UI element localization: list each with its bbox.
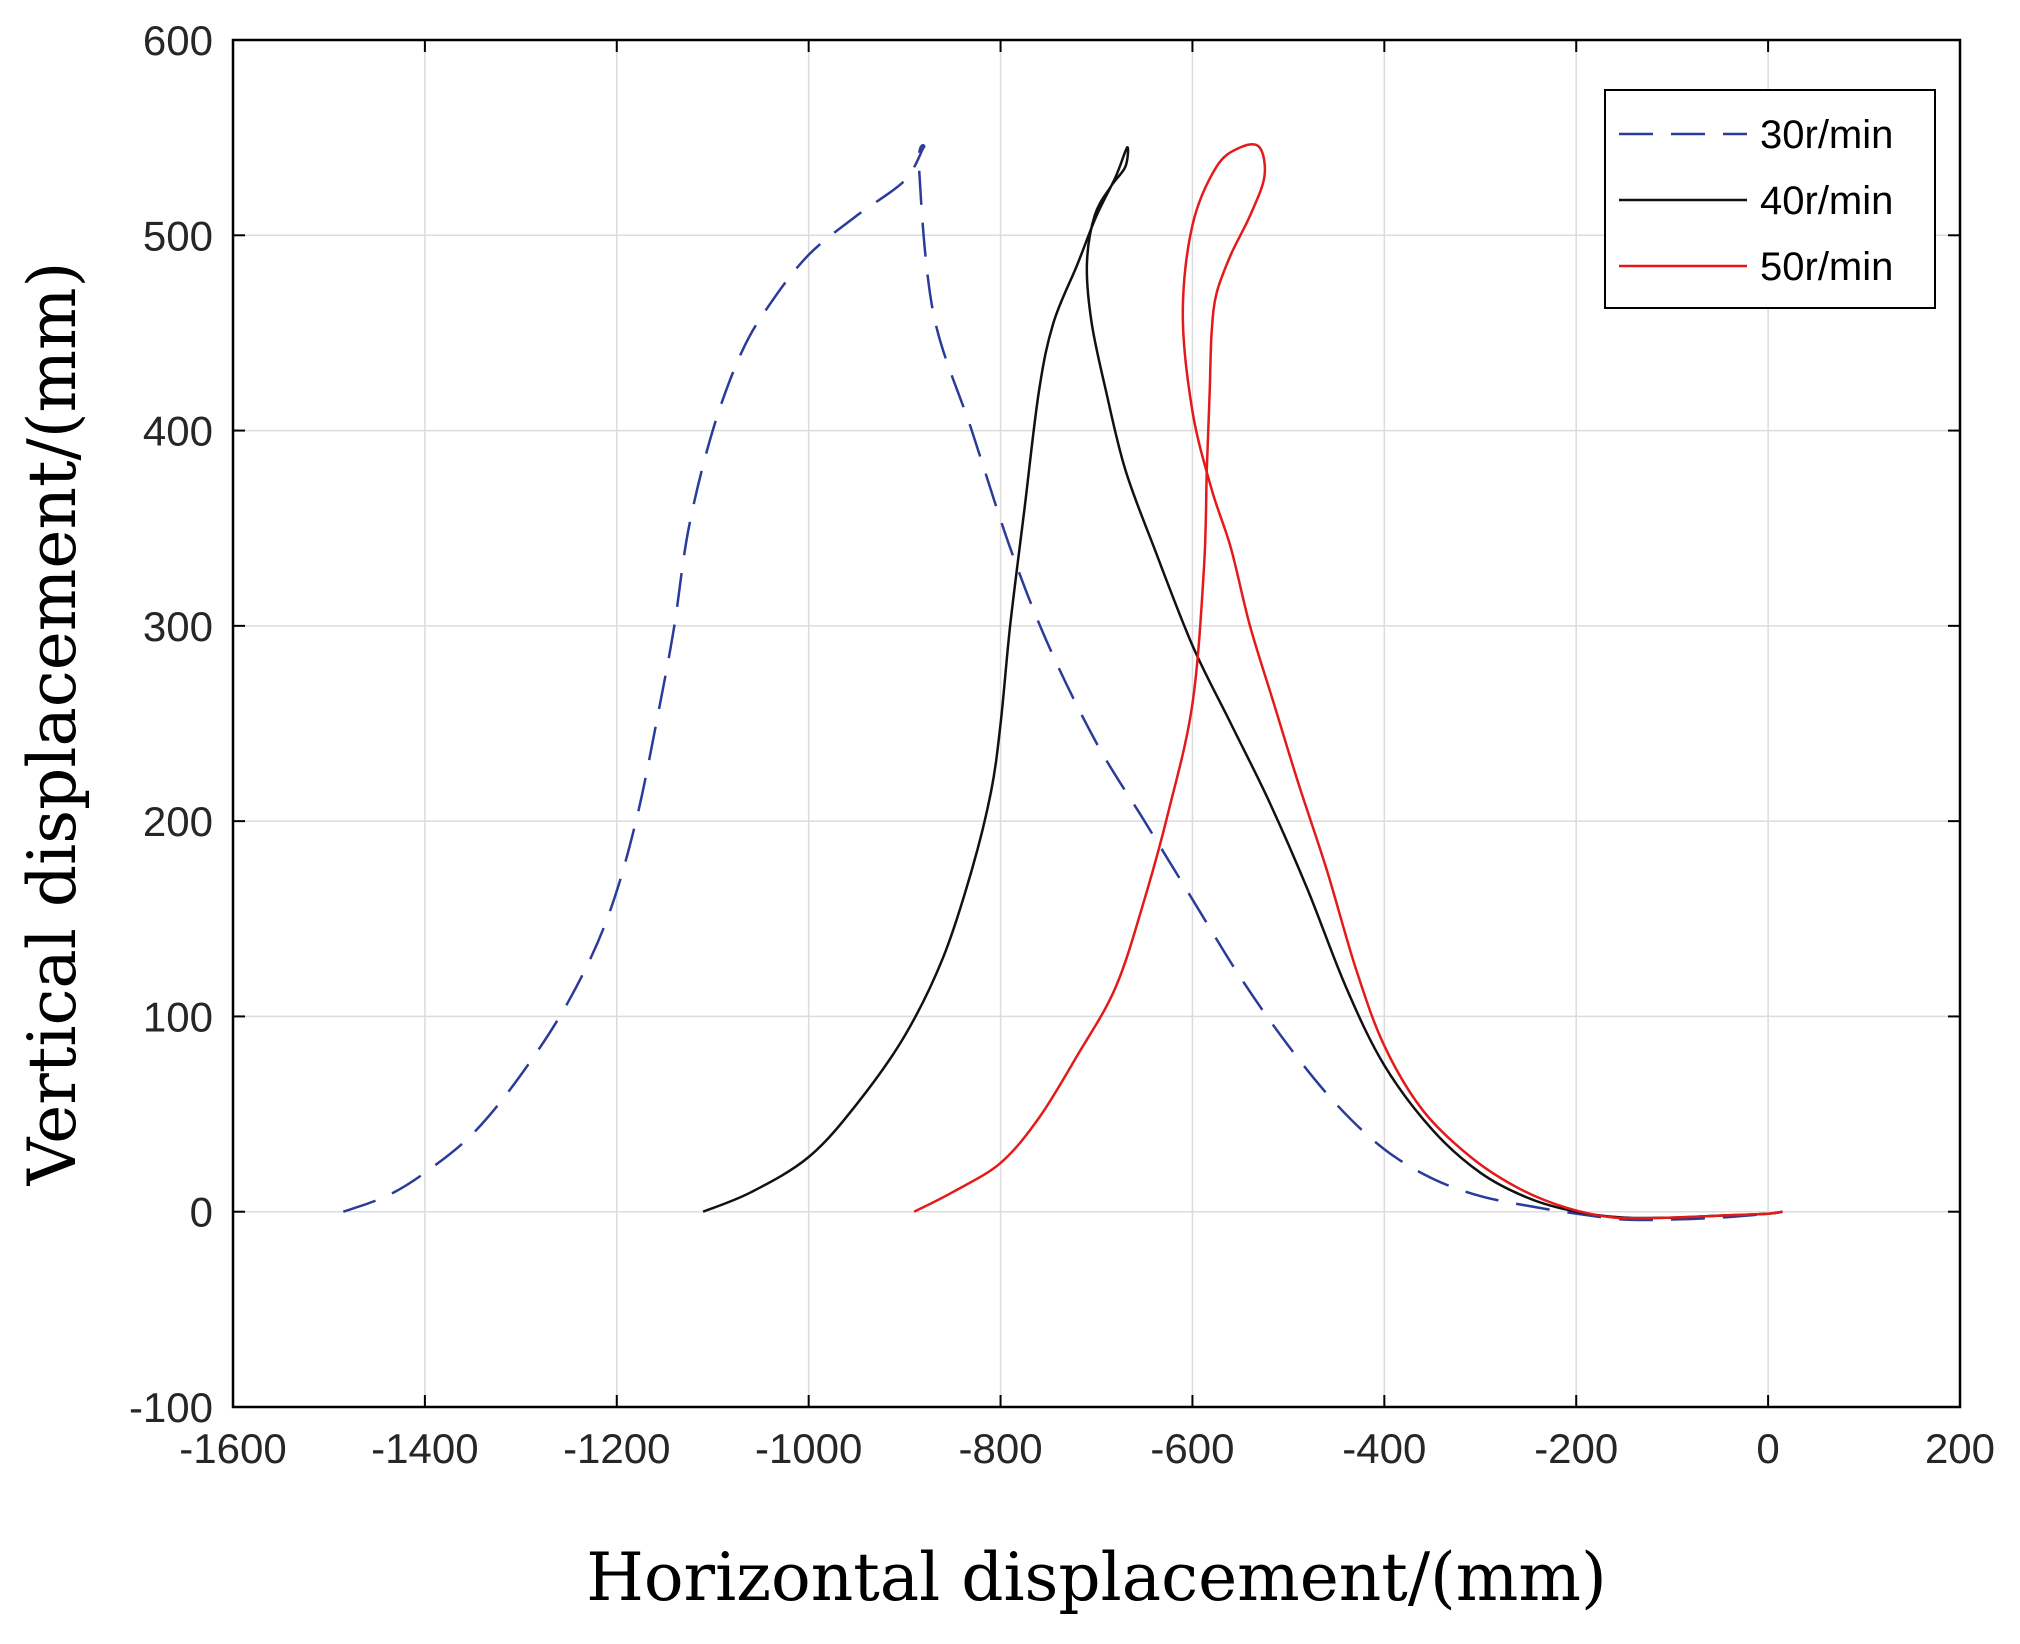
- series-lines: [342, 143, 1783, 1222]
- y-tick-label: 600: [143, 17, 213, 64]
- y-axis-title: Vertical displacement/(mm): [14, 262, 91, 1187]
- x-tick-label: -800: [959, 1425, 1043, 1472]
- y-tick-label: 300: [143, 603, 213, 650]
- y-tick-label: 0: [190, 1189, 213, 1236]
- x-axis-title: Horizontal displacement/(mm): [586, 1539, 1606, 1616]
- legend: 30r/min 40r/min 50r/min: [1604, 89, 1936, 309]
- legend-label: 50r/min: [1760, 245, 1893, 289]
- x-tick-label: 200: [1925, 1425, 1995, 1472]
- x-tick-label: -1400: [371, 1425, 478, 1472]
- series-line-40r/min: [702, 146, 1783, 1220]
- x-tick-label: -400: [1342, 1425, 1426, 1472]
- y-tick-label: 100: [143, 993, 213, 1040]
- y-tick-label: 200: [143, 798, 213, 845]
- x-tick-label: 0: [1756, 1425, 1779, 1472]
- x-tick-label: -1000: [755, 1425, 862, 1472]
- y-tick-label: -100: [129, 1384, 213, 1431]
- series-line-30r/min: [342, 144, 1783, 1222]
- series-line-50r/min: [913, 143, 1783, 1220]
- legend-items: 30r/min 40r/min 50r/min: [1619, 113, 1893, 289]
- y-tick-label: 400: [143, 408, 213, 455]
- legend-label: 40r/min: [1760, 179, 1893, 223]
- legend-label: 30r/min: [1760, 113, 1893, 157]
- axis-ticks: -1600 -1400 -1200 -1000 -800 -600 -400 -200 0 200…: [129, 17, 1995, 1472]
- x-tick-label: -600: [1150, 1425, 1234, 1472]
- plot-frame: [231, 38, 1962, 1409]
- x-tick-label: -1200: [563, 1425, 670, 1472]
- x-tick-label: -200: [1534, 1425, 1618, 1472]
- x-tick-label: -1600: [179, 1425, 286, 1472]
- y-tick-label: 500: [143, 212, 213, 259]
